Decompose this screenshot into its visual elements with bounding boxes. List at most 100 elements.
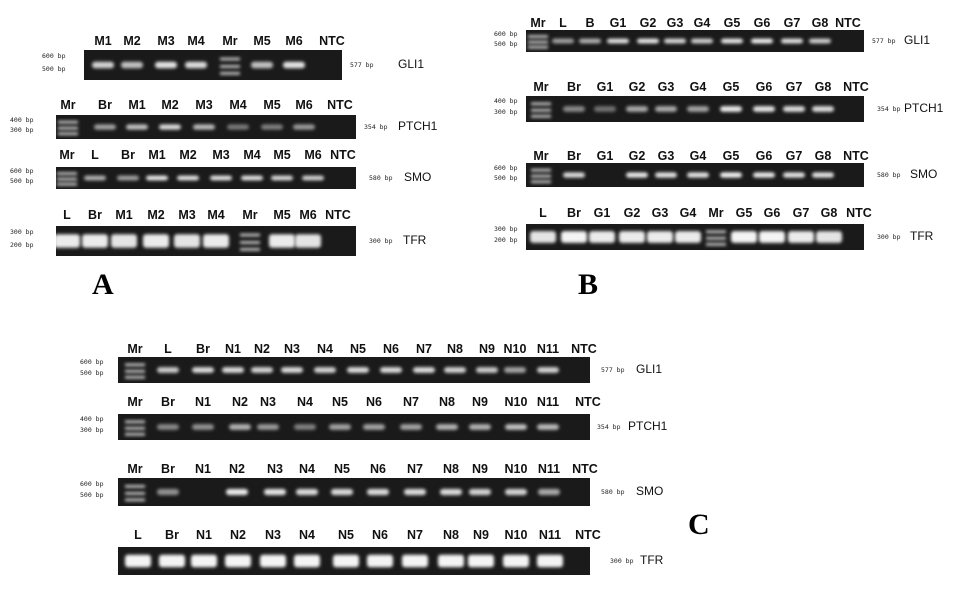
amplicon-size-label: 580 bp <box>369 174 393 182</box>
lane-label-l: L <box>539 206 547 220</box>
band-m3 <box>174 234 200 248</box>
lane-label-n8: N8 <box>443 462 459 476</box>
gene-label-gli1: GLI1 <box>398 57 425 71</box>
marker-label: 500 bp <box>80 491 104 500</box>
lane-label-n6: N6 <box>383 342 399 356</box>
ladder-band <box>531 174 551 178</box>
marker-label: 400 bp <box>494 97 518 106</box>
ladder-band <box>57 177 77 181</box>
band-n11 <box>537 367 559 373</box>
lane-label-ntc: NTC <box>319 34 345 48</box>
lane-label-m5: M5 <box>273 148 291 162</box>
band-n4 <box>294 424 316 430</box>
band-br <box>561 231 587 243</box>
lane-label-mr: Mr <box>127 342 143 356</box>
band-g3 <box>664 38 686 44</box>
lane-label-m1: M1 <box>148 148 166 162</box>
lane-label-br: Br <box>98 98 112 112</box>
lane-label-br: Br <box>161 395 175 409</box>
lane-label-g3: G3 <box>657 80 675 94</box>
band-g4 <box>687 106 709 112</box>
lane-label-m1: M1 <box>94 34 112 48</box>
lane-label-ntc: NTC <box>843 149 869 163</box>
marker-label: 600 bp <box>80 358 104 367</box>
lane-label-m2: M2 <box>123 34 141 48</box>
ladder-band <box>528 40 548 44</box>
marker-label: 500 bp <box>10 176 34 185</box>
ladder-band <box>531 114 551 118</box>
gel-c-ptch1 <box>118 414 590 440</box>
lane-label-l: L <box>164 342 172 356</box>
band-g8 <box>812 106 834 112</box>
band-n5 <box>333 554 359 568</box>
lane-label-g1: G1 <box>609 16 627 30</box>
band-n5 <box>329 424 351 430</box>
ladder-band <box>531 108 551 112</box>
lane-label-br: Br <box>567 206 581 220</box>
lane-label-n5: N5 <box>332 395 348 409</box>
amplicon-size-label: 300 bp <box>369 237 393 245</box>
lane-label-mr: Mr <box>222 34 238 48</box>
lane-label-m6: M6 <box>285 34 303 48</box>
band-n10 <box>505 424 527 430</box>
lane-label-l: L <box>91 148 99 162</box>
marker-label: 600 bp <box>494 163 518 172</box>
lane-label-m4: M4 <box>243 148 261 162</box>
ladder-band <box>531 102 551 106</box>
lane-label-ntc: NTC <box>843 80 869 94</box>
band-m1 <box>126 124 148 130</box>
ladder-band <box>220 57 240 61</box>
lane-label-n1: N1 <box>225 342 241 356</box>
band-n6 <box>363 424 385 430</box>
ladder-band <box>240 233 260 237</box>
gel-b-tfr <box>526 224 864 250</box>
lane-label-n6: N6 <box>366 395 382 409</box>
band-g2 <box>626 106 648 112</box>
lane-label-mr: Mr <box>533 80 549 94</box>
lane-label-m5: M5 <box>273 208 291 222</box>
lane-label-g2: G2 <box>628 80 646 94</box>
band-m4 <box>241 175 263 181</box>
band-m2 <box>121 61 143 69</box>
ladder-band <box>528 45 548 49</box>
band-g2 <box>619 231 645 243</box>
lane-label-n10: N10 <box>504 528 528 542</box>
band-n2 <box>226 488 248 496</box>
band-n10 <box>504 367 526 373</box>
lane-label-n5: N5 <box>338 528 354 542</box>
amplicon-size-label: 354 bp <box>364 123 388 131</box>
band-m5 <box>271 175 293 181</box>
marker-label: 600 bp <box>42 52 66 60</box>
amplicon-size-label: 580 bp <box>601 488 625 496</box>
band-g1 <box>607 38 629 44</box>
lane-label-ntc: NTC <box>327 98 353 112</box>
band-g1 <box>589 231 615 243</box>
band-n3 <box>257 424 279 430</box>
band-n3 <box>281 367 303 373</box>
ladder-band <box>125 432 145 436</box>
lane-label-n5: N5 <box>334 462 350 476</box>
lane-label-m6: M6 <box>295 98 313 112</box>
band-g5 <box>720 172 742 178</box>
band-br <box>157 424 179 430</box>
band-n3 <box>264 488 286 496</box>
gene-label-smo: SMO <box>636 484 664 498</box>
lane-label-g6: G6 <box>755 80 773 94</box>
band-g4 <box>687 172 709 178</box>
lane-label-g5: G5 <box>735 206 753 220</box>
lane-label-n9: N9 <box>472 395 488 409</box>
band-n9 <box>468 554 494 568</box>
amplicon-size-label: 300 bp <box>877 233 901 241</box>
band-g8 <box>812 172 834 178</box>
lane-label-n9: N9 <box>473 528 489 542</box>
lane-label-m4: M4 <box>207 208 225 222</box>
marker-label: 600 bp <box>80 479 104 488</box>
ladder-band <box>125 420 145 424</box>
lane-label-l: L <box>63 208 71 222</box>
marker-label: 500 bp <box>494 173 518 182</box>
gel-c-gli1 <box>118 357 590 383</box>
marker-label: 500 bp <box>494 39 518 48</box>
lane-label-g4: G4 <box>679 206 697 220</box>
lane-label-g2: G2 <box>628 149 646 163</box>
lane-label-n2: N2 <box>229 462 245 476</box>
